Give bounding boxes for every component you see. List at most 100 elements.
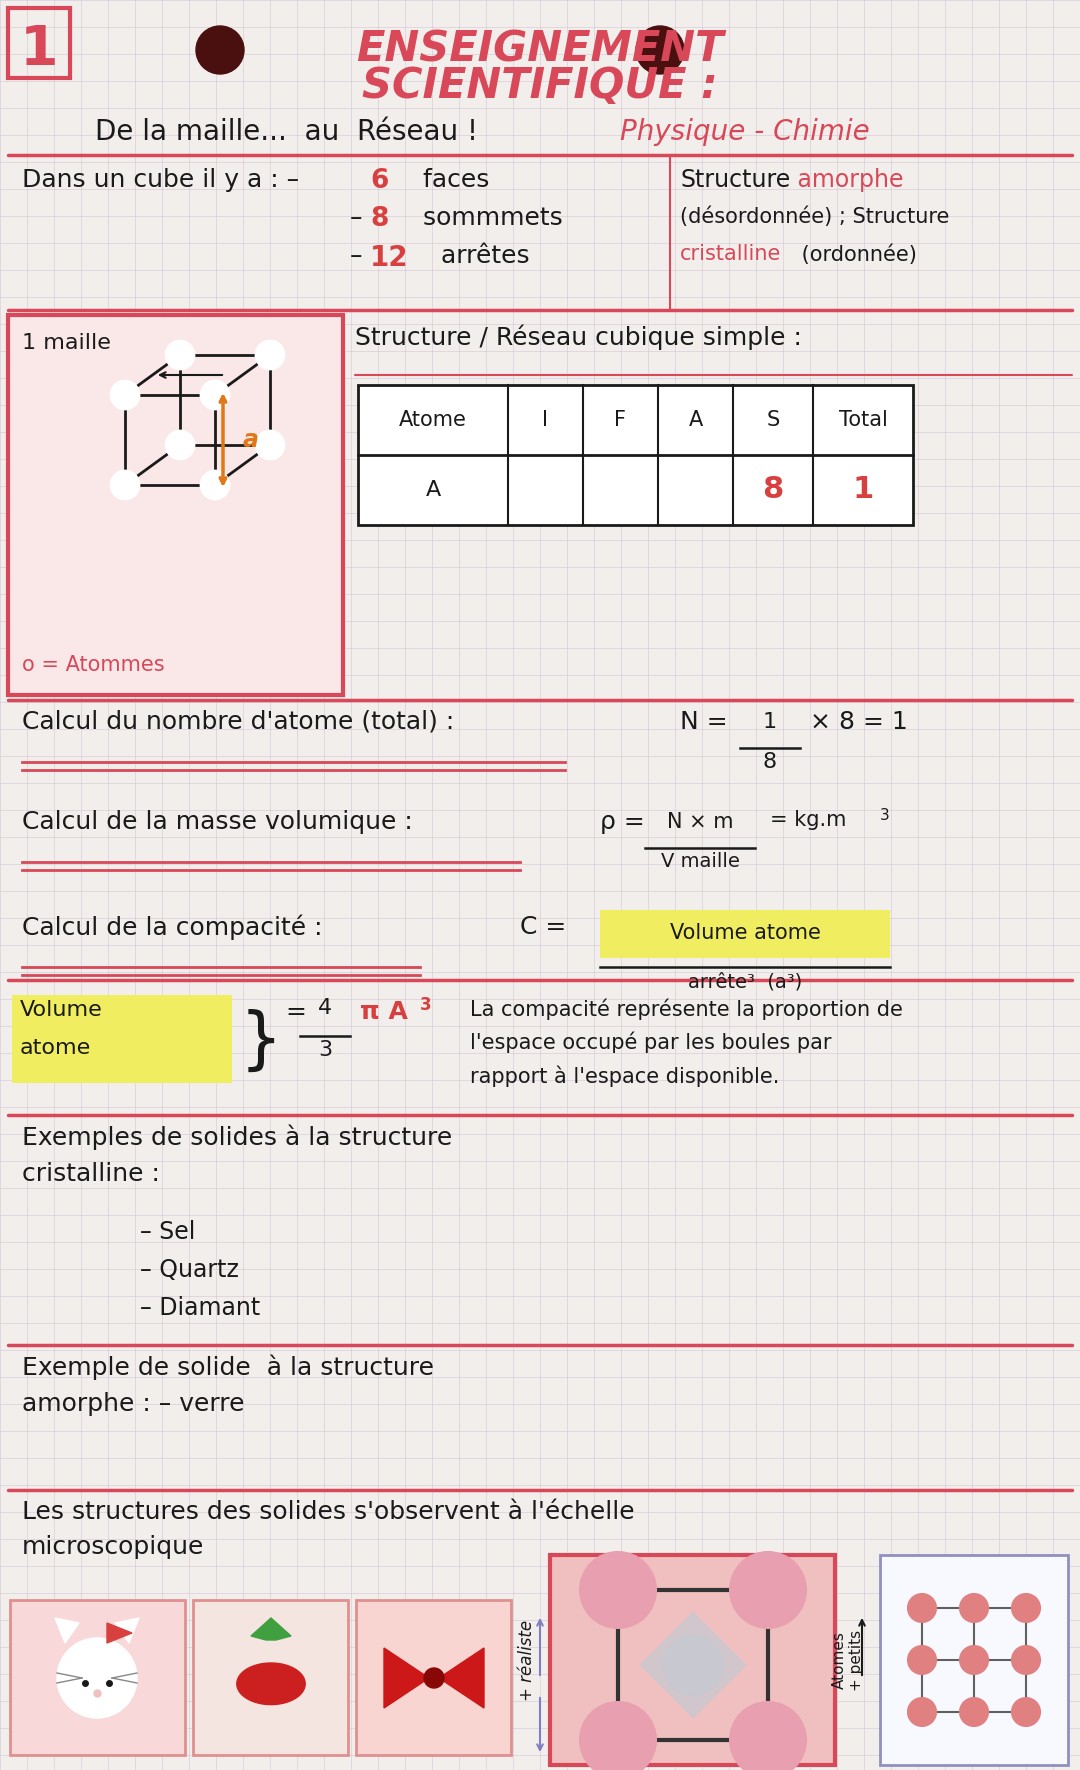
Circle shape: [636, 27, 684, 74]
Text: S: S: [767, 411, 780, 430]
Circle shape: [960, 1646, 988, 1674]
Text: – Diamant: – Diamant: [140, 1296, 260, 1320]
Text: 1 maille: 1 maille: [22, 333, 111, 352]
Text: ρ =: ρ =: [600, 811, 645, 834]
Text: sommmets: sommmets: [415, 205, 563, 230]
Text: × 8 = 1: × 8 = 1: [810, 710, 908, 735]
Text: 8: 8: [370, 205, 389, 232]
Circle shape: [730, 1703, 806, 1770]
Polygon shape: [237, 1664, 306, 1705]
Text: Volume atome: Volume atome: [670, 922, 821, 943]
Text: arrêtes: arrêtes: [433, 244, 529, 267]
Circle shape: [908, 1595, 936, 1621]
Bar: [880, 1556, 1068, 1765]
Text: Structure / Réseau cubique simple :: Structure / Réseau cubique simple :: [355, 326, 801, 350]
Polygon shape: [114, 1618, 139, 1643]
Text: N × m: N × m: [666, 812, 733, 832]
Text: F: F: [615, 411, 626, 430]
Text: + réaliste: + réaliste: [518, 1620, 536, 1701]
Polygon shape: [640, 1612, 745, 1717]
Text: Total: Total: [838, 411, 888, 430]
Text: –: –: [350, 244, 363, 267]
Circle shape: [57, 1637, 137, 1719]
Text: 3: 3: [420, 997, 432, 1014]
Text: cristalline: cristalline: [680, 244, 781, 264]
Circle shape: [256, 342, 284, 368]
Text: 1: 1: [852, 476, 874, 504]
Circle shape: [603, 473, 638, 508]
Circle shape: [1012, 1697, 1040, 1726]
Text: Structure: Structure: [680, 168, 791, 191]
Text: Physique - Chimie: Physique - Chimie: [620, 119, 869, 145]
Text: =: =: [285, 1000, 306, 1025]
Text: (désordonnée) ; Structure: (désordonnée) ; Structure: [680, 205, 949, 227]
Circle shape: [166, 432, 194, 458]
Circle shape: [201, 471, 229, 499]
Polygon shape: [384, 1648, 429, 1708]
Text: C =: C =: [519, 915, 566, 940]
Text: }: }: [240, 1009, 283, 1074]
Circle shape: [527, 473, 564, 508]
Circle shape: [580, 1552, 656, 1628]
Text: (ordonnée): (ordonnée): [795, 244, 917, 264]
Text: – Sel: – Sel: [140, 1220, 195, 1244]
Bar: [356, 1600, 511, 1756]
Bar: [193, 1600, 348, 1756]
Text: Exemples de solides à la structure
cristalline :: Exemples de solides à la structure crist…: [22, 1126, 453, 1186]
Text: 1: 1: [762, 712, 778, 733]
Text: De la maille...  au  Réseau !: De la maille... au Réseau !: [95, 119, 478, 145]
Text: a: a: [243, 428, 259, 451]
Circle shape: [1012, 1646, 1040, 1674]
Bar: [600, 910, 890, 958]
Text: 8: 8: [762, 752, 778, 772]
Text: = kg.m: = kg.m: [770, 811, 847, 830]
Text: La compacité représente la proportion de
l'espace occupé par les boules par
rapp: La compacité représente la proportion de…: [470, 998, 903, 1087]
Circle shape: [908, 1646, 936, 1674]
Polygon shape: [55, 1618, 79, 1643]
Text: 3: 3: [318, 1041, 332, 1060]
Text: 8: 8: [762, 476, 784, 504]
Text: arrête³  (a³): arrête³ (a³): [688, 974, 802, 991]
Text: 6: 6: [370, 168, 389, 195]
Text: Exemple de solide  à la structure
amorphe : – verre: Exemple de solide à la structure amorphe…: [22, 1356, 434, 1416]
Circle shape: [580, 1703, 656, 1770]
Text: Calcul du nombre d'atome (total) :: Calcul du nombre d'atome (total) :: [22, 710, 455, 735]
Text: Calcul de la masse volumique :: Calcul de la masse volumique :: [22, 811, 413, 834]
Circle shape: [730, 1552, 806, 1628]
Bar: [8, 9, 70, 78]
Circle shape: [201, 381, 229, 409]
Polygon shape: [251, 1618, 291, 1641]
Circle shape: [960, 1595, 988, 1621]
Circle shape: [908, 1697, 936, 1726]
Circle shape: [674, 467, 717, 512]
Text: A: A: [426, 480, 441, 499]
Text: Volume: Volume: [21, 1000, 103, 1020]
Bar: [10, 1600, 185, 1756]
Text: atome: atome: [21, 1037, 91, 1058]
Text: N =: N =: [680, 710, 728, 735]
Text: Les structures des solides s'observent à l'échelle
microscopique: Les structures des solides s'observent à…: [22, 1499, 635, 1559]
Text: o = Atommes: o = Atommes: [22, 655, 164, 674]
Circle shape: [166, 342, 194, 368]
Circle shape: [111, 381, 139, 409]
Bar: [550, 1556, 835, 1765]
Text: π A: π A: [360, 1000, 408, 1025]
Circle shape: [111, 471, 139, 499]
Text: ENSEIGNEMENT: ENSEIGNEMENT: [356, 28, 724, 71]
Text: –: –: [350, 205, 363, 230]
Text: Atomes
+ petits: Atomes + petits: [832, 1630, 864, 1690]
Polygon shape: [107, 1623, 132, 1643]
Text: 3: 3: [880, 807, 890, 823]
Text: faces: faces: [415, 168, 489, 191]
Text: 1: 1: [19, 23, 58, 78]
Circle shape: [960, 1697, 988, 1726]
Text: V maille: V maille: [661, 851, 740, 871]
Bar: [8, 315, 343, 696]
Text: amorphe: amorphe: [789, 168, 904, 191]
Circle shape: [424, 1667, 444, 1689]
Bar: [357, 386, 913, 526]
Text: 12: 12: [370, 244, 408, 273]
Text: I: I: [542, 411, 549, 430]
Text: SCIENTIFIQUE :: SCIENTIFIQUE :: [362, 65, 718, 106]
Text: – Quartz: – Quartz: [140, 1258, 239, 1281]
